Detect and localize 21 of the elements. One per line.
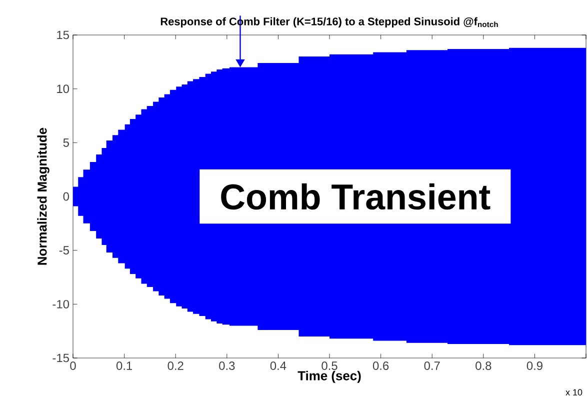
x-tick-label: 0.6: [372, 362, 389, 370]
y-tick-label: 15: [57, 30, 69, 40]
x-tick-label: 0.1: [116, 362, 132, 370]
y-tick-label: -10: [52, 300, 70, 308]
x-tick-label: 0.5: [322, 362, 338, 370]
y-tick-label: -5: [59, 246, 69, 254]
x-tick-label: 0.4: [270, 362, 286, 370]
y-tick-label: -15: [52, 354, 69, 362]
x-tick-label: 0: [70, 362, 76, 370]
annotation: Comb Transient: [221, 183, 490, 210]
y-tick-label: 10: [57, 84, 70, 94]
x-tick-label: 0.3: [219, 362, 235, 370]
y-axis-title: Normalized Magnitude: [37, 128, 50, 265]
text: x 10: [566, 389, 582, 396]
x-tick-label: 0.9: [526, 362, 542, 370]
x-axis-title: Time (sec): [298, 370, 361, 383]
x-tick-label: 0.7: [424, 362, 440, 370]
y-tick-label: 0: [63, 192, 70, 201]
x-tick-label: 0.2: [168, 362, 184, 370]
x-tick-label: 0.8: [476, 362, 492, 370]
y-tick-label: 5: [63, 138, 69, 147]
